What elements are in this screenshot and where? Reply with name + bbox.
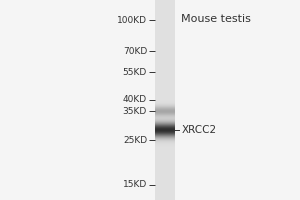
Text: 55KD: 55KD (123, 68, 147, 77)
Text: XRCC2: XRCC2 (182, 125, 217, 135)
Text: 35KD: 35KD (123, 107, 147, 116)
Text: 70KD: 70KD (123, 47, 147, 56)
Text: Mouse testis: Mouse testis (181, 14, 251, 24)
Text: 100KD: 100KD (117, 16, 147, 25)
Text: 40KD: 40KD (123, 95, 147, 104)
Text: 25KD: 25KD (123, 136, 147, 145)
Text: 15KD: 15KD (123, 180, 147, 189)
